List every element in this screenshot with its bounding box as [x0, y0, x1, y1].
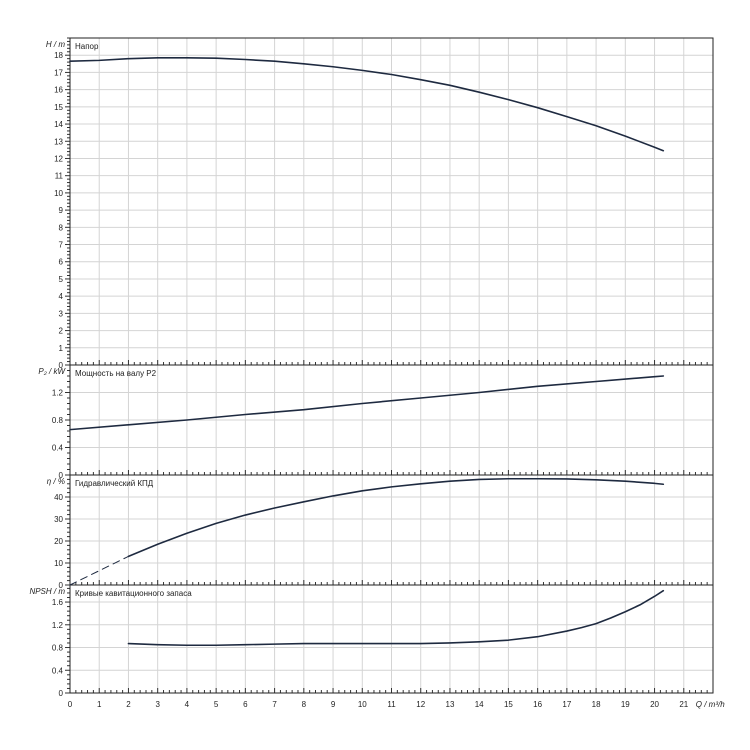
x-tick-label: 19 — [621, 700, 630, 709]
curve-power — [69, 375, 665, 431]
x-tick-label: 10 — [358, 700, 367, 709]
x-tick-label: 16 — [533, 700, 542, 709]
curve-efficiency — [127, 477, 665, 558]
y-tick-label: 0 — [59, 689, 64, 698]
y-tick-label: 9 — [59, 206, 64, 215]
y-tick-label: 4 — [59, 292, 64, 301]
x-tick-label: 1 — [97, 700, 102, 709]
y-tick-label: 0.4 — [52, 666, 64, 675]
y-tick-label: 10 — [54, 189, 63, 198]
x-tick-label: 14 — [475, 700, 484, 709]
y-axis-label-power: P₂ / kW — [38, 367, 66, 376]
x-tick-label: 17 — [562, 700, 571, 709]
y-tick-label: 0 — [59, 471, 64, 480]
x-tick-label: 13 — [446, 700, 455, 709]
y-tick-label: 11 — [55, 172, 64, 181]
y-tick-label: 20 — [54, 537, 63, 546]
x-tick-label: 20 — [650, 700, 659, 709]
panel-title-efficiency: Гидравлический КПД — [75, 479, 154, 488]
x-tick-label: 15 — [504, 700, 513, 709]
y-axis-label-efficiency: η / % — [47, 477, 65, 486]
y-tick-label: 3 — [59, 309, 64, 318]
y-tick-label: 1.2 — [52, 621, 64, 630]
y-tick-label: 0 — [59, 361, 64, 370]
y-tick-label: 10 — [54, 559, 63, 568]
y-tick-label: 12 — [54, 154, 63, 163]
curve-efficiency-extrapolated — [69, 555, 129, 586]
y-tick-label: 0.4 — [52, 444, 64, 453]
y-tick-label: 1.2 — [52, 389, 64, 398]
y-tick-label: 7 — [59, 241, 64, 250]
x-tick-label: 9 — [331, 700, 336, 709]
x-axis-label: Q / m³/h — [696, 700, 725, 709]
y-tick-label: 1 — [59, 344, 64, 353]
panel-title-head: Напор — [75, 42, 99, 51]
x-tick-label: 12 — [416, 700, 425, 709]
x-tick-label: 3 — [155, 700, 160, 709]
y-tick-label: 15 — [54, 103, 63, 112]
y-tick-label: 5 — [59, 275, 64, 284]
y-tick-label: 18 — [54, 51, 63, 60]
x-tick-label: 21 — [679, 700, 688, 709]
x-tick-label: 8 — [302, 700, 307, 709]
y-axis-label-head: H / m — [46, 40, 65, 49]
curve-layer — [69, 56, 665, 647]
y-tick-label: 17 — [54, 68, 63, 77]
panel-title-power: Мощность на валу P2 — [75, 369, 157, 378]
y-tick-label: 40 — [54, 493, 63, 502]
curve-head — [69, 56, 665, 152]
grid-layer — [70, 38, 713, 693]
frame-layer — [65, 37, 714, 694]
y-tick-label: 8 — [59, 223, 64, 232]
x-tick-label: 5 — [214, 700, 219, 709]
y-tick-label: 0 — [59, 581, 64, 590]
curve-npsh — [127, 589, 665, 647]
x-tick-label: 6 — [243, 700, 248, 709]
y-tick-label: 30 — [54, 515, 63, 524]
y-tick-label: 16 — [54, 86, 63, 95]
y-tick-label: 6 — [59, 258, 64, 267]
x-tick-label: 11 — [387, 700, 396, 709]
x-tick-label: 7 — [272, 700, 277, 709]
panel-frame-npsh — [69, 584, 714, 694]
y-tick-label: 14 — [54, 120, 63, 129]
y-tick-label: 1.6 — [52, 598, 64, 607]
y-tick-label: 0.8 — [52, 416, 64, 425]
panel-title-npsh: Кривые кавитационного запаса — [75, 589, 192, 598]
x-tick-label: 0 — [68, 700, 73, 709]
x-tick-label: 4 — [185, 700, 190, 709]
y-axis-label-npsh: NPSH / m — [29, 587, 65, 596]
x-tick-label: 2 — [126, 700, 131, 709]
y-tick-label: 0.8 — [52, 644, 64, 653]
y-tick-label: 2 — [59, 327, 64, 336]
y-tick-label: 13 — [54, 137, 63, 146]
x-tick-label: 18 — [592, 700, 601, 709]
